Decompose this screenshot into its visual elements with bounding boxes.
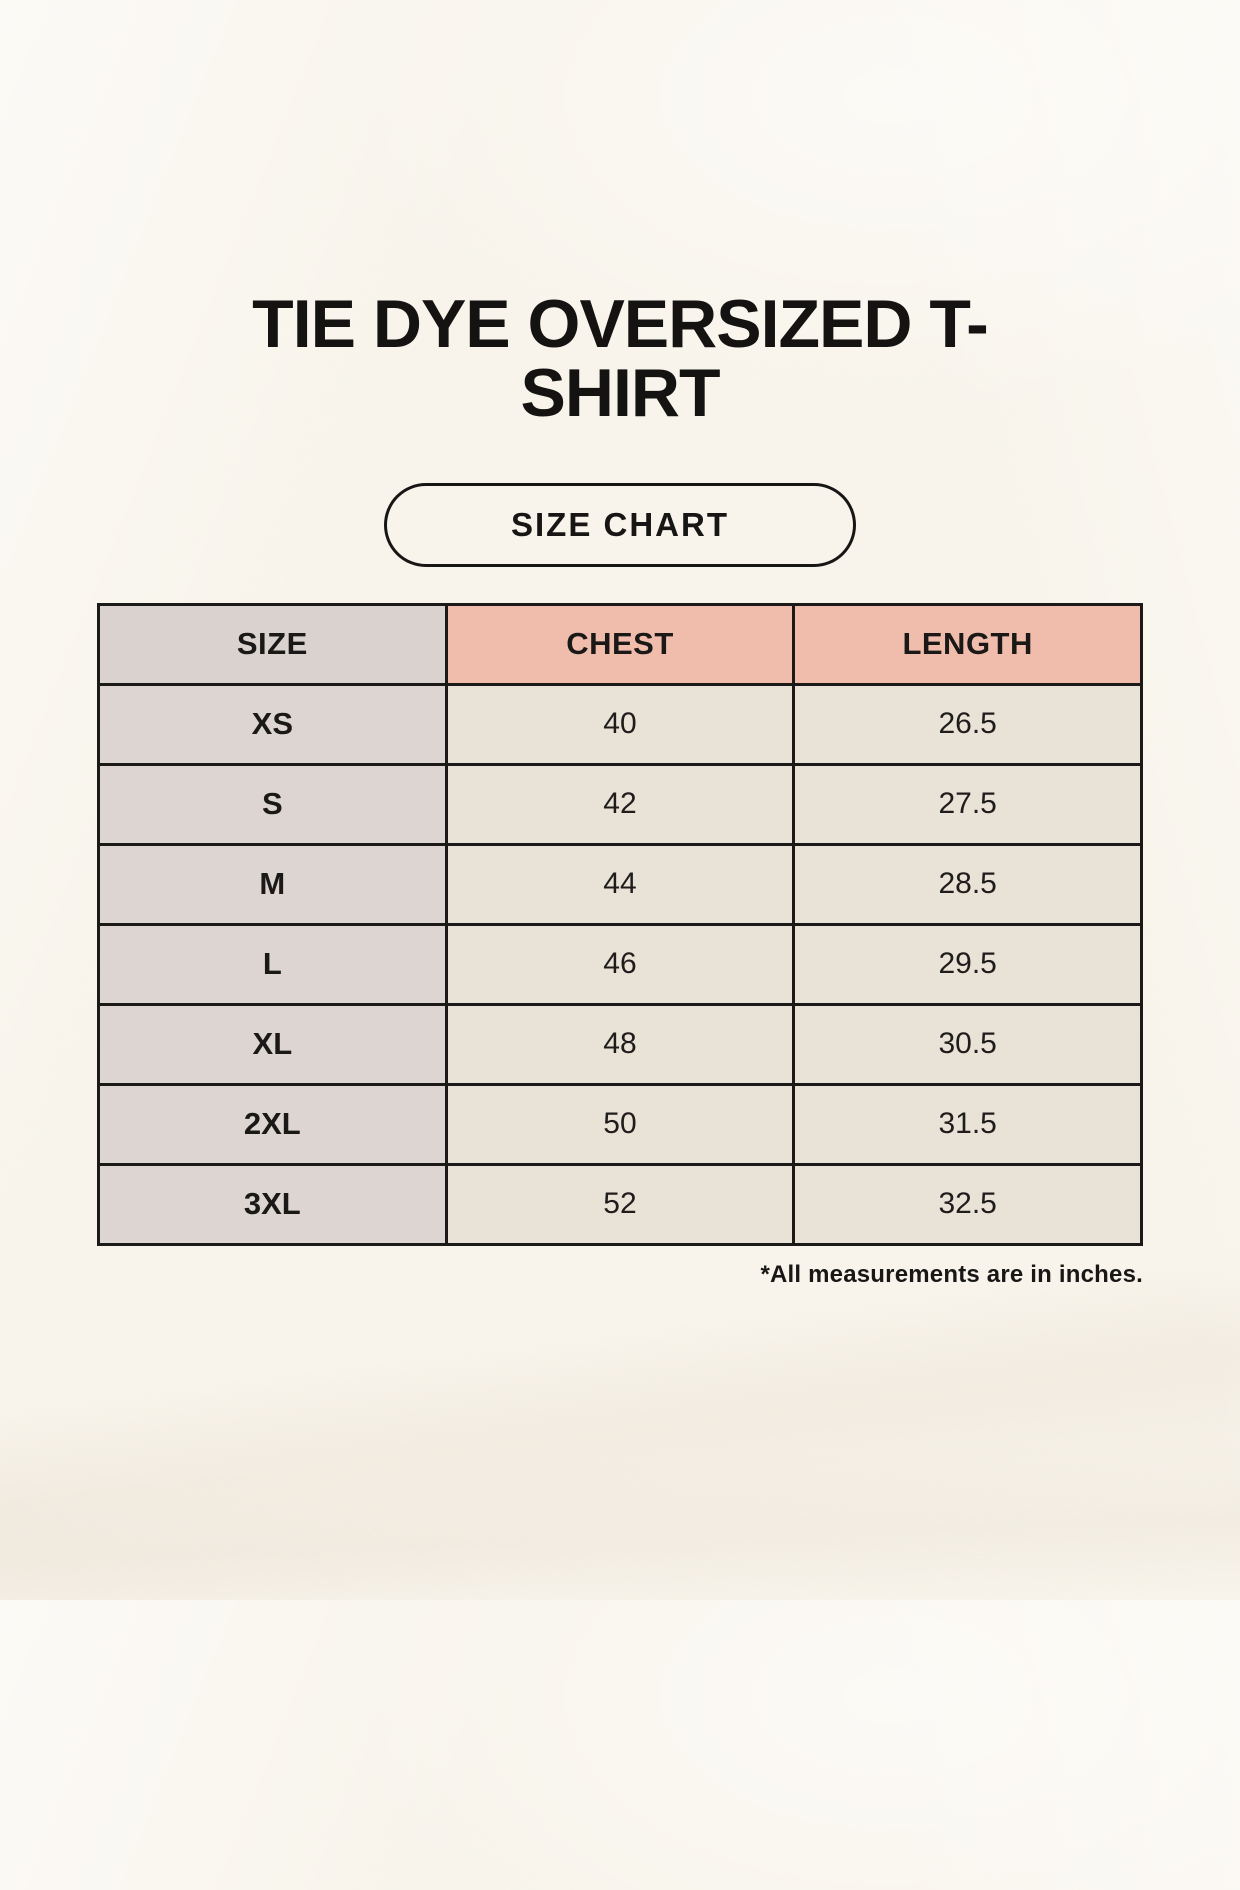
- chest-cell: 48: [444, 1002, 796, 1086]
- chest-cell: 52: [444, 1162, 796, 1246]
- table-row: M 44 28.5: [97, 842, 1143, 926]
- length-cell: 29.5: [792, 922, 1143, 1006]
- size-column-header: SIZE: [97, 602, 448, 686]
- length-cell: 30.5: [792, 1002, 1143, 1086]
- size-table: SIZE CHEST LENGTH XS 40 26.5 S 42 27.5 M…: [97, 602, 1143, 1246]
- chest-cell: 46: [444, 922, 796, 1006]
- size-cell: L: [97, 922, 448, 1006]
- length-cell: 27.5: [792, 762, 1143, 846]
- size-cell: 3XL: [97, 1162, 448, 1246]
- size-cell: XL: [97, 1002, 448, 1086]
- length-cell: 32.5: [792, 1162, 1143, 1246]
- length-cell: 28.5: [792, 842, 1143, 926]
- length-cell: 26.5: [792, 682, 1143, 766]
- chest-cell: 42: [444, 762, 796, 846]
- table-row: 3XL 52 32.5: [97, 1162, 1143, 1246]
- size-chart-page: TIE DYE OVERSIZED T-SHIRT SIZE CHART SIZ…: [0, 286, 1240, 1890]
- size-cell: 2XL: [97, 1082, 448, 1166]
- table-row: XL 48 30.5: [97, 1002, 1143, 1086]
- measurements-footnote: *All measurements are in inches.: [760, 1260, 1143, 1288]
- table-row: S 42 27.5: [97, 762, 1143, 846]
- length-column-header: LENGTH: [792, 602, 1143, 686]
- table-row: L 46 29.5: [97, 922, 1143, 1006]
- length-cell: 31.5: [792, 1082, 1143, 1166]
- size-cell: XS: [97, 682, 448, 766]
- size-chart-badge: SIZE CHART: [384, 482, 856, 567]
- size-cell: M: [97, 842, 448, 926]
- size-cell: S: [97, 762, 448, 846]
- chest-cell: 50: [444, 1082, 796, 1166]
- table-header-row: SIZE CHEST LENGTH: [97, 602, 1143, 686]
- table-row: 2XL 50 31.5: [97, 1082, 1143, 1166]
- chest-column-header: CHEST: [444, 602, 796, 686]
- chest-cell: 40: [444, 682, 796, 766]
- size-chart-badge-label: SIZE CHART: [511, 505, 729, 543]
- chest-cell: 44: [444, 842, 796, 926]
- page-title: TIE DYE OVERSIZED T-SHIRT: [252, 286, 989, 432]
- table-row: XS 40 26.5: [97, 682, 1143, 766]
